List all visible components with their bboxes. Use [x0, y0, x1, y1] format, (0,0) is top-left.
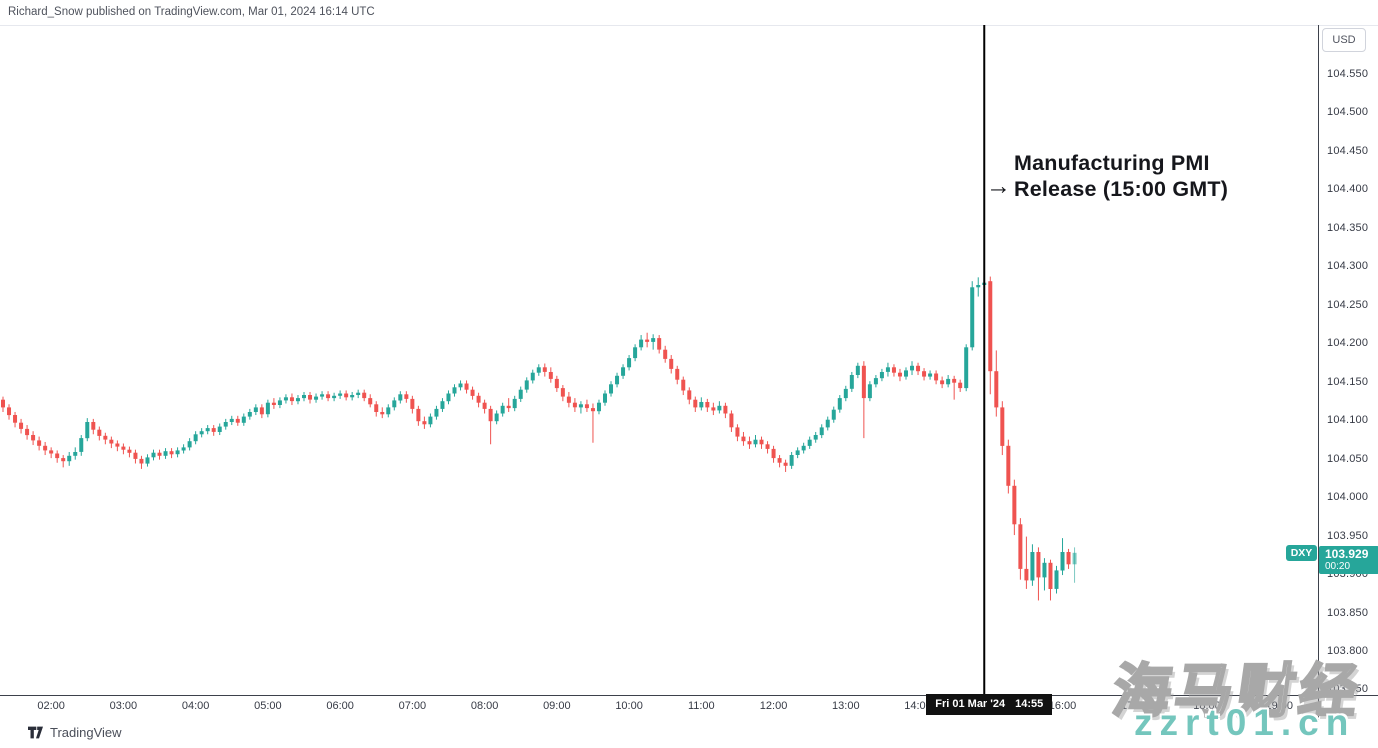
time-tick-label: 19:00 [1265, 700, 1293, 712]
time-tick-label: 06:00 [326, 700, 354, 712]
time-tick-label: 10:00 [615, 700, 643, 712]
price-tick-label: 104.450 [1327, 144, 1369, 157]
price-tick-label: 104.050 [1327, 452, 1369, 465]
time-axis[interactable]: 02:00 03:00 04:00 05:00 06:00 07:00 08:00 09:00… [0, 695, 1378, 720]
time-tick-label: 18:00 [1193, 700, 1221, 712]
time-tick-label: 11:00 [687, 700, 715, 712]
price-tick-label: 103.850 [1327, 606, 1369, 619]
price-tick-label: 104.200 [1327, 337, 1369, 350]
time-tick-label: 02:00 [37, 700, 65, 712]
watermark-url: zzrt01.cn [1134, 702, 1356, 743]
price-tick-label: 103.800 [1327, 644, 1369, 657]
last-price-label: 103.929 00:20 [1319, 545, 1378, 574]
price-tick-label: 104.400 [1327, 183, 1369, 196]
price-axis[interactable]: 104.550 104.500 104.450 104.400 104.350 104.3… [1318, 25, 1378, 720]
time-tick-label: 04:00 [181, 700, 210, 712]
price-tick-label: 104.100 [1327, 414, 1369, 427]
price-tick-label: 104.000 [1327, 491, 1369, 504]
symbol-badge: DXY [1286, 544, 1317, 561]
arrow-right-icon: → [986, 172, 1011, 200]
tradingview-attribution[interactable]: TradingView [28, 725, 122, 740]
annotation-line1: Manufacturing PMI [1014, 151, 1210, 175]
time-tick-label: 07:00 [398, 700, 427, 712]
price-tick-label: 104.500 [1327, 106, 1369, 119]
tradingview-brand-text: TradingView [50, 725, 122, 740]
time-tick-label: 17:00 [1120, 700, 1149, 712]
tradingview-logo-icon [28, 726, 43, 739]
price-tick-label: 103.750 [1327, 683, 1369, 696]
time-tick-label: 03:00 [109, 700, 138, 712]
event-date-label: Fri 01 Mar '24 [935, 698, 1006, 710]
bar-countdown: 00:20 [1325, 560, 1351, 572]
price-tick-label: 104.300 [1327, 260, 1369, 273]
time-tick-label: 16:00 [1048, 700, 1077, 712]
event-time-label: 14:55 [1015, 698, 1044, 710]
currency-toggle-button[interactable]: USD [1322, 28, 1366, 52]
price-tick-label: 104.350 [1327, 221, 1369, 234]
event-time-badge: Fri 01 Mar '24 14:55 [926, 694, 1053, 715]
time-tick-label: 14:00 [904, 700, 932, 712]
price-tick-label: 104.550 [1327, 68, 1369, 80]
annotation-line2: Release (15:00 GMT) [1014, 177, 1229, 201]
attribution-text: Richard_Snow published on TradingView.co… [8, 6, 375, 18]
time-tick-label: 08:00 [470, 700, 499, 712]
price-tick-label: 104.250 [1327, 298, 1369, 311]
time-tick-label: 13:00 [832, 700, 860, 712]
price-tick-label: 104.150 [1327, 375, 1369, 388]
price-tick-label: 103.950 [1327, 529, 1369, 542]
time-tick-label: 09:00 [543, 700, 571, 712]
time-tick-label: 12:00 [759, 700, 788, 712]
last-price-value: 103.929 [1325, 546, 1369, 561]
time-tick-label: 05:00 [254, 700, 282, 712]
event-annotation: → Manufacturing PMI Release (15:00 GMT) [986, 150, 1228, 202]
